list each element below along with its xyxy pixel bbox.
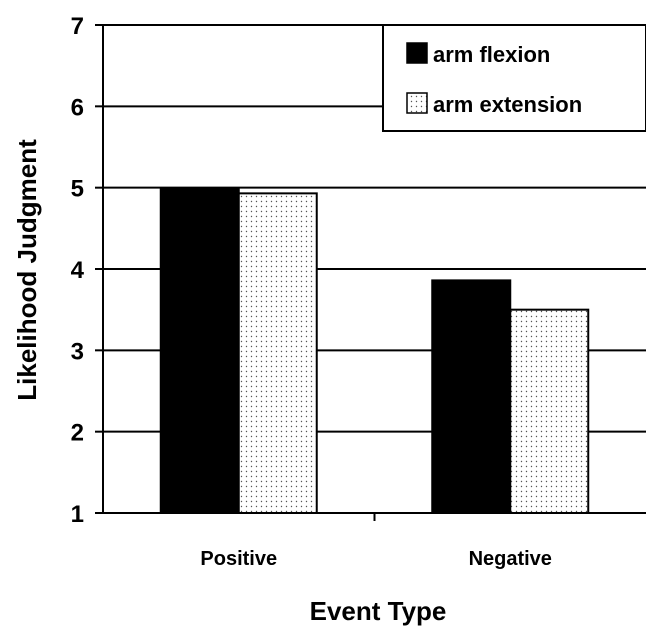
- bar-arm-extension-positive: [237, 192, 318, 515]
- y-tick-label: 3: [71, 338, 84, 365]
- x-axis-title: Event Type: [310, 596, 447, 626]
- y-axis-title: Likelihood Judgment: [12, 139, 42, 401]
- y-tick-label: 6: [71, 94, 84, 121]
- axes: [95, 24, 646, 521]
- x-tick-labels: Positive Negative: [200, 548, 552, 570]
- y-tick-labels: 1 2 3 4 5 6 7: [71, 13, 85, 528]
- y-tick-label: 7: [71, 13, 84, 40]
- y-tick-label: 5: [71, 176, 84, 203]
- legend-label: arm extension: [433, 92, 582, 117]
- bars: [159, 187, 590, 515]
- legend: arm flexion arm extension: [382, 24, 646, 132]
- bar-arm-flexion-negative: [431, 279, 512, 514]
- y-tick-label: 4: [71, 257, 85, 284]
- legend-swatch: [406, 42, 428, 64]
- y-tick-label: 1: [71, 501, 84, 528]
- x-tick-label: Positive: [200, 548, 277, 570]
- legend-label: arm flexion: [433, 42, 550, 67]
- legend-swatch: [406, 92, 428, 114]
- bar-arm-flexion-positive: [159, 187, 240, 514]
- bar-arm-extension-negative: [509, 308, 590, 514]
- y-tick-label: 2: [71, 420, 84, 447]
- x-tick-label: Negative: [469, 548, 552, 570]
